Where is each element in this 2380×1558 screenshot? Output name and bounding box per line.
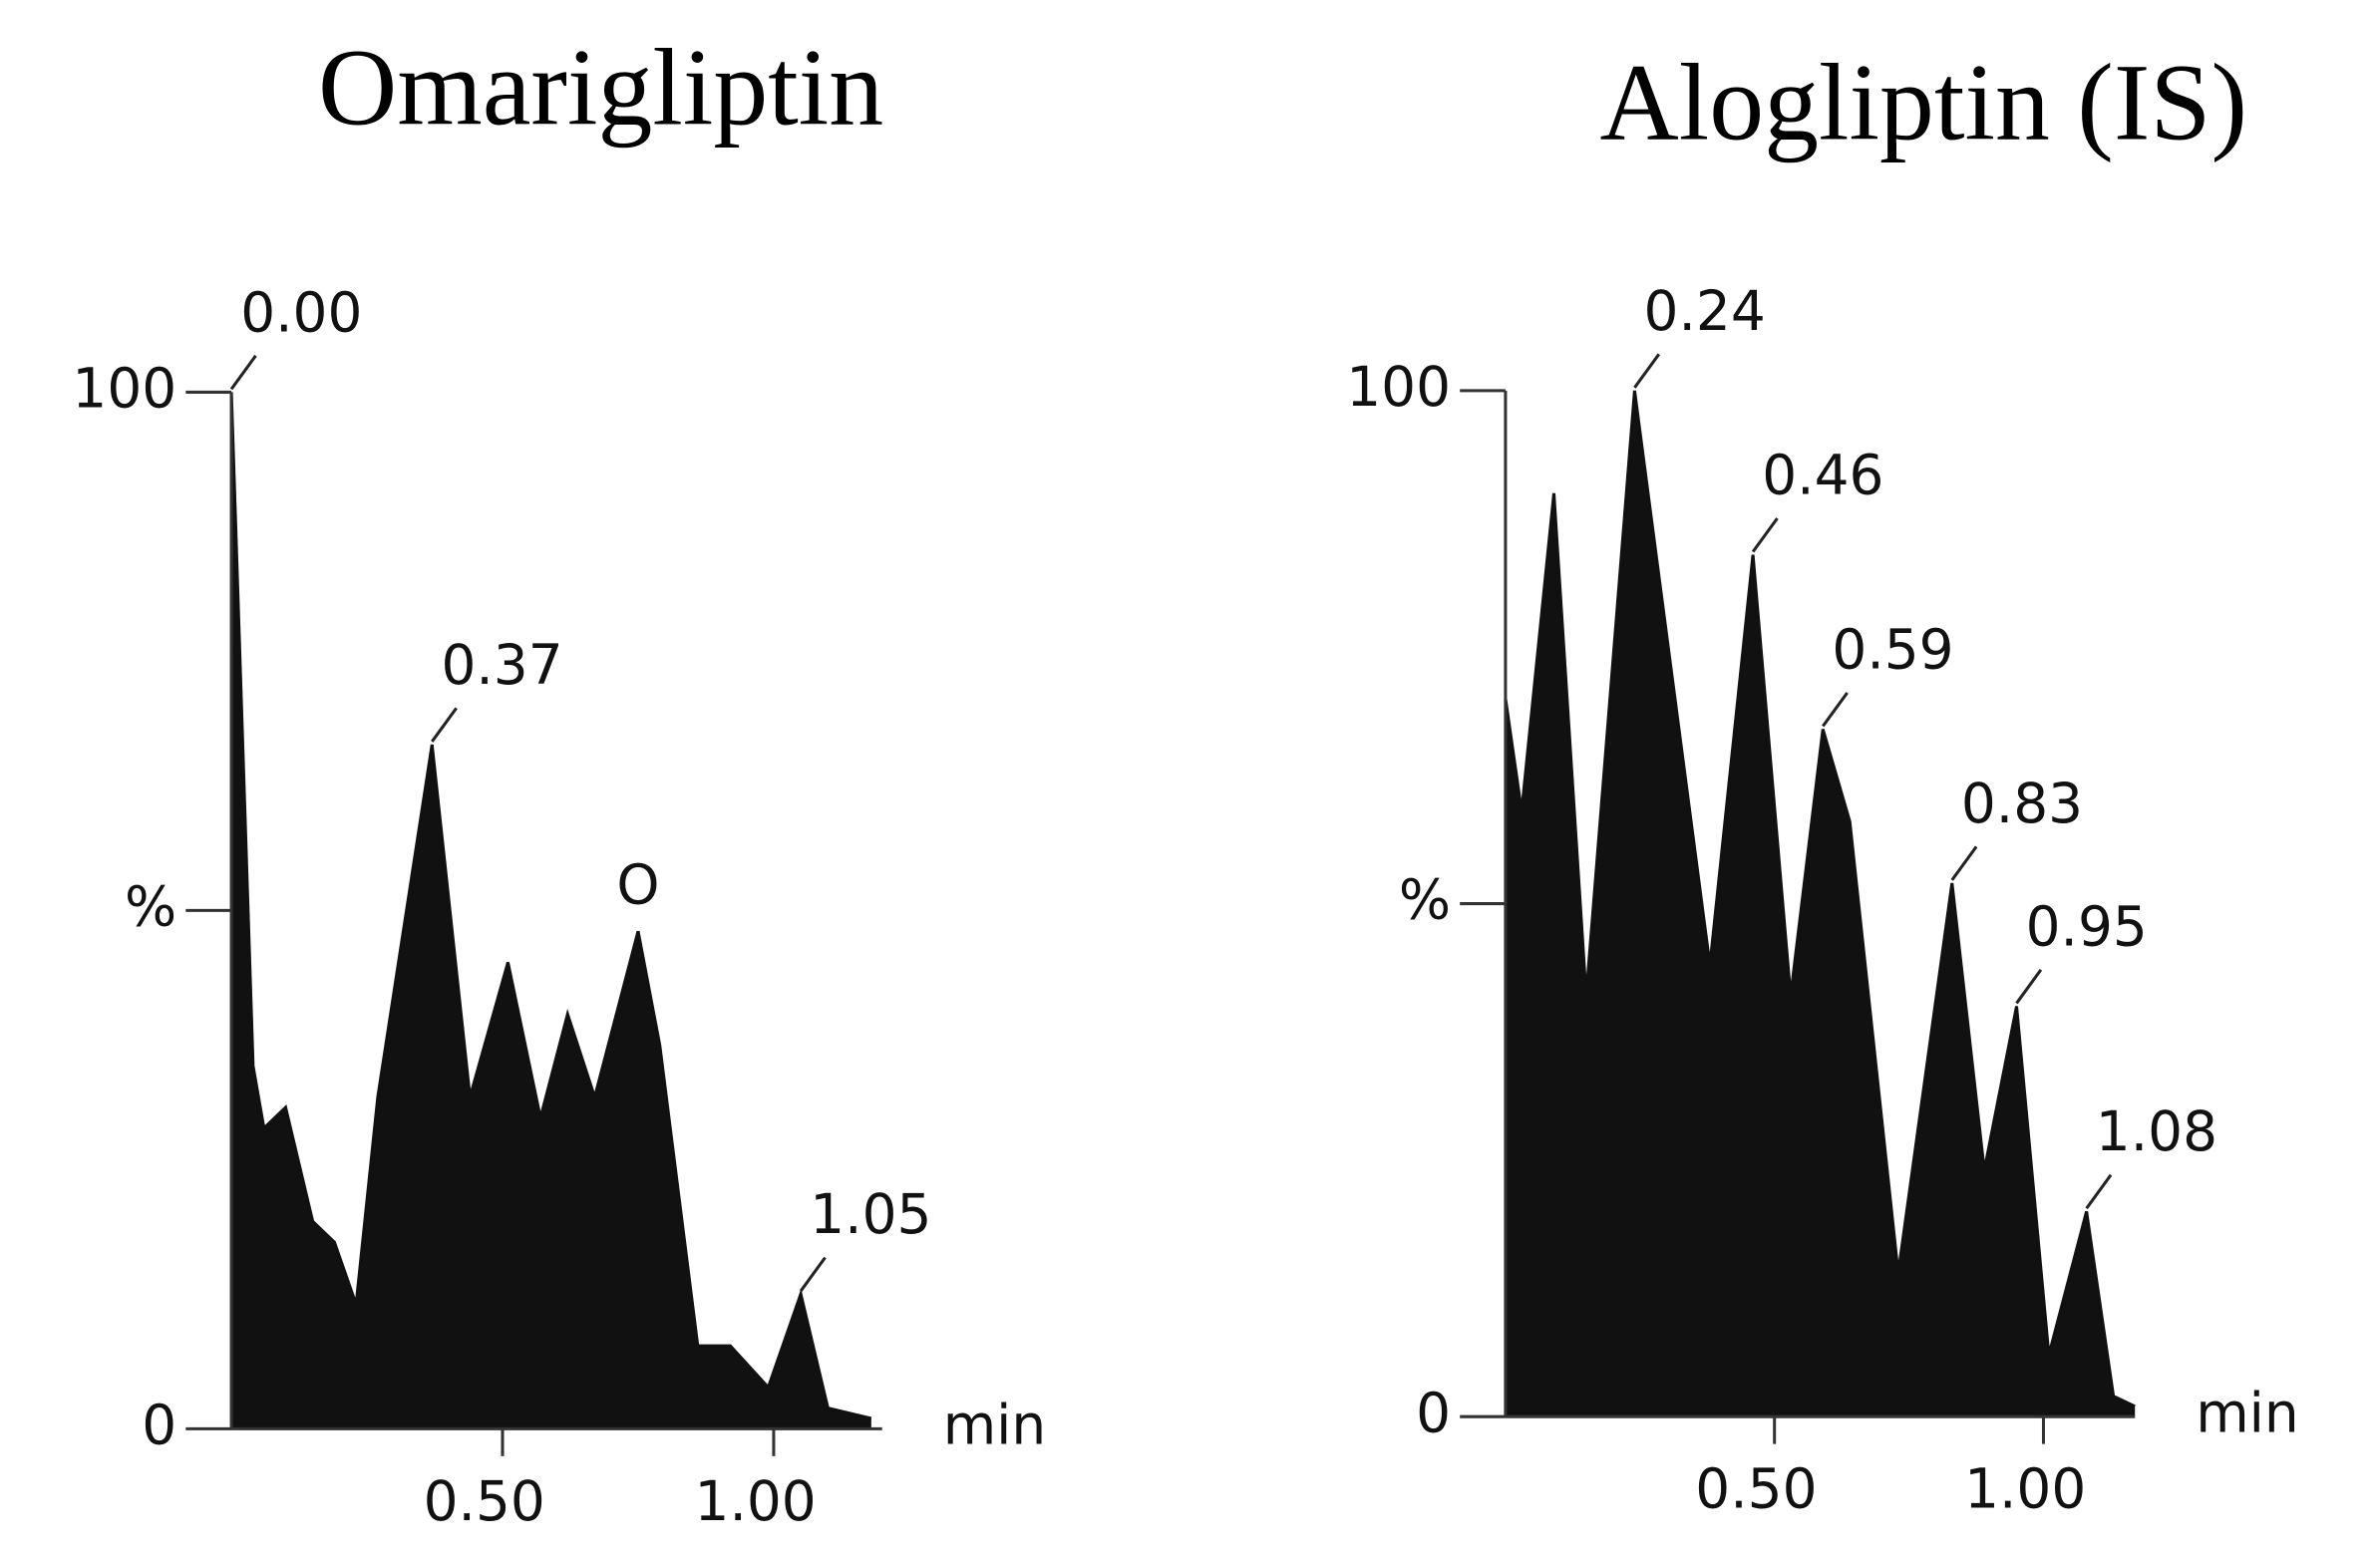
peak-note: O [616,853,659,917]
peak-label: 0.59 [1832,617,1953,681]
peak-leader [431,707,458,743]
y-tick-label: 100 [1346,355,1451,419]
peak-label: 0.95 [2026,894,2148,958]
peak-label: 1.05 [810,1182,931,1246]
x-tick-label: 1.00 [1964,1457,2086,1521]
peak-leader [2085,1173,2113,1210]
x-axis-label: min [943,1394,1046,1457]
y-tick-label: 100 [72,357,176,421]
y-tick-label: 0 [1416,1381,1451,1444]
peak-leader [1950,845,1978,881]
peak-leader [1633,353,1661,389]
area-fill [231,392,871,1429]
y-tick-label: % [1399,868,1451,932]
x-tick-label: 0.50 [1695,1457,1817,1521]
trace-line [229,392,872,1420]
peak-leader [229,354,257,391]
peak-label: 0.00 [240,280,362,344]
chart-title: Omarigliptin [318,26,883,148]
area-fill [1505,390,2136,1417]
x-axis-label: min [2196,1381,2298,1444]
x-tick-label: 1.00 [695,1469,817,1533]
peak-label: 0.37 [441,633,562,697]
y-tick-label: 0 [142,1394,176,1457]
x-tick-label: 0.50 [424,1469,545,1533]
peak-label: 0.83 [1961,772,2083,835]
peak-label: 0.46 [1762,443,1883,506]
peak-leader [799,1256,827,1293]
peak-leader [2015,968,2043,1005]
peak-leader [1822,692,1849,728]
y-tick-label: % [125,875,176,939]
peak-label: 1.08 [2096,1099,2217,1163]
peak-label: 0.24 [1644,279,1766,343]
peak-leader [1751,517,1779,553]
trace-line [1504,390,2136,1408]
chart-title: Alogliptin (IS) [1599,42,2247,163]
